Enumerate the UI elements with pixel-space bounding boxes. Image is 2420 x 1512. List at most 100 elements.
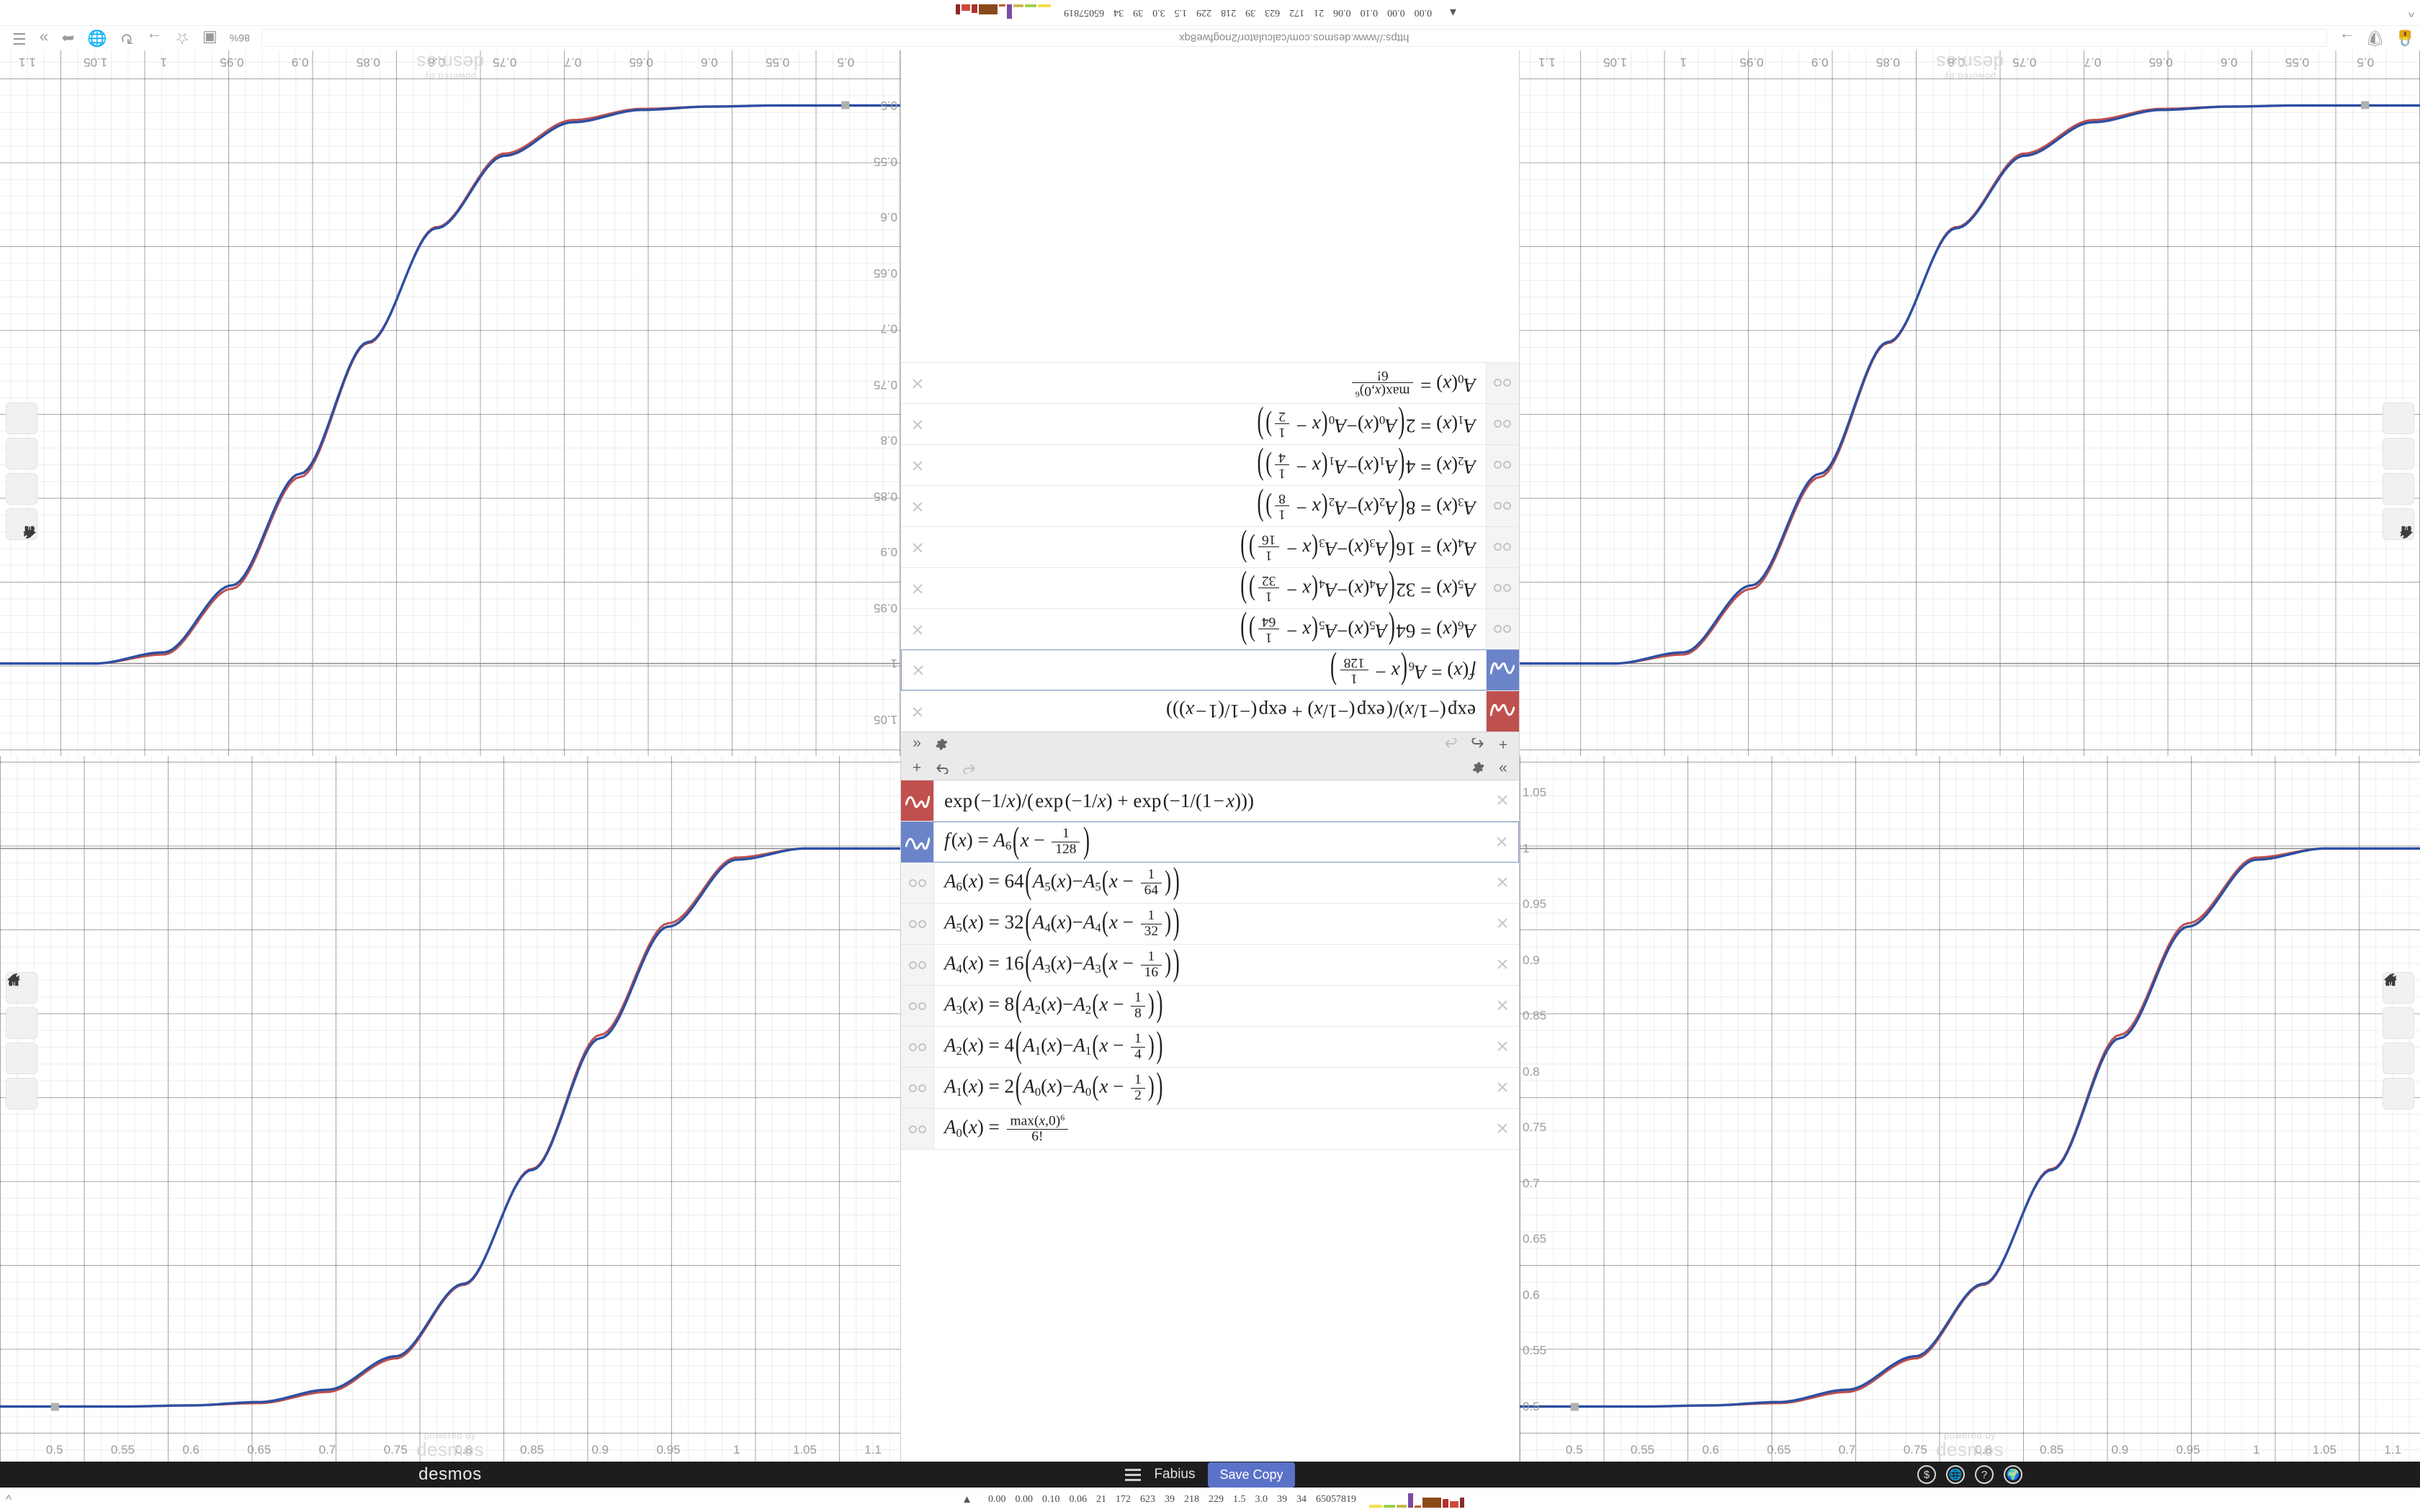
delete-expression-icon[interactable]: × [1496,1117,1509,1140]
collapse-chevron-icon[interactable]: ^ [2408,6,2414,20]
expression-visibility-toggle[interactable] [901,986,934,1026]
dollar-circle-icon[interactable]: $ [1917,1465,1936,1484]
share-icon[interactable]: ➦ [60,30,75,48]
expression-math[interactable]: A2(x) = 4(A1(x)−A1(x − 1 4)) [1257,446,1476,485]
expression-math[interactable]: f (x) = A6(x − 1 128) [1330,652,1476,690]
expression-row[interactable]: A5(x) = 32(A4(x)−A4(x − 1 32)) × [901,904,1519,945]
delete-expression-icon[interactable]: × [1496,870,1509,894]
question-circle-icon[interactable]: ? [1975,1465,1994,1484]
desmos-logo[interactable]: desmos [418,1464,482,1484]
expression-row[interactable]: A4(x) = 16(A3(x)−A3(x − 1 16)) × [901,945,1519,986]
zoom-out-button[interactable] [2383,979,2414,1074]
zoom-out-button[interactable] [6,438,37,533]
expression-row[interactable]: A0(x) = max(x,0)6 6! × [901,1109,1519,1150]
expression-math[interactable]: A4(x) = 16(A3(x)−A3(x − 1 16)) [1240,528,1476,567]
expression-visibility-toggle[interactable] [1486,691,1519,732]
address-bar[interactable]: https://www.desmos.com/calculator/2nogfw… [261,29,2327,48]
delete-expression-icon[interactable]: × [911,536,924,559]
lock-icon[interactable]: 🔒 [2395,30,2415,48]
wrench-icon[interactable] [6,973,37,1110]
expression-visibility-toggle[interactable] [1486,609,1519,649]
translate-icon[interactable]: ▣ [202,30,218,48]
wrench-icon[interactable] [2383,402,2414,539]
graph-title[interactable]: Fabius [1154,1467,1196,1482]
redo-arrow-icon[interactable] [960,760,977,777]
expression-math[interactable]: A1(x) = 2(A0(x)−A0(x − 1 2)) [944,1068,1163,1107]
graph-canvas-left[interactable]: 0.5 0.55 0.6 0.65 0.7 0.75 0.8 0.85 0.9 0.95 1 1.05… [1520,50,2420,756]
expression-math[interactable]: A1(x) = 2(A0(x)−A0(x − 1 2)) [1257,405,1476,444]
delete-expression-icon[interactable]: × [1496,912,1509,935]
delete-expression-icon[interactable]: × [1496,994,1509,1017]
expression-visibility-toggle[interactable] [901,945,934,985]
expression-visibility-toggle[interactable] [901,1109,934,1149]
delete-expression-icon[interactable]: × [911,700,924,724]
expression-row[interactable]: exp (−1/x)/( exp (−1/x) + exp (−1/(1 − x… [901,690,1519,732]
chevron-double-right-icon[interactable]: » [39,30,48,48]
wrench-icon[interactable] [2383,973,2414,1110]
add-expression-button[interactable]: + [912,759,922,776]
zoom-out-button[interactable] [2383,438,2414,533]
expression-math[interactable]: A2(x) = 4(A1(x)−A1(x − 1 4)) [944,1027,1163,1066]
gear-icon[interactable] [1469,760,1486,777]
expression-row[interactable]: A3(x) = 8(A2(x)−A2(x − 1 8)) × [901,485,1519,526]
expression-row[interactable]: A2(x) = 4(A1(x)−A1(x − 1 4)) × [901,444,1519,485]
expression-math[interactable]: exp (−1/x)/( exp (−1/x) + exp (−1/(1 − x… [944,789,1255,811]
delete-expression-icon[interactable]: × [1496,788,1509,812]
delete-expression-icon[interactable]: × [912,658,925,683]
expression-row[interactable]: A1(x) = 2(A0(x)−A0(x − 1 2)) × [901,403,1519,444]
expression-math[interactable]: exp (−1/x)/( exp (−1/x) + exp (−1/(1 − x… [1165,701,1476,723]
expression-visibility-toggle[interactable] [1486,363,1519,403]
forward-arrow-icon[interactable]: → [146,30,163,48]
zoom-in-button[interactable] [2383,473,2414,538]
delete-expression-icon[interactable]: × [911,495,924,518]
bookmark-star-icon[interactable]: ☆ [175,30,189,48]
expression-row[interactable]: A6(x) = 64(A5(x)−A5(x − 1 64)) × [901,863,1519,904]
expression-visibility-toggle[interactable] [1486,486,1519,526]
delete-expression-icon[interactable]: × [911,454,924,477]
expression-math[interactable]: A3(x) = 8(A2(x)−A2(x − 1 8)) [944,986,1163,1025]
undo-arrow-icon[interactable] [1469,736,1486,753]
gear-icon[interactable] [934,736,951,753]
expression-math[interactable]: A6(x) = 64(A5(x)−A5(x − 1 64)) [944,863,1180,901]
delete-expression-icon[interactable]: × [911,618,924,642]
collapse-chevron-icon[interactable]: ^ [6,1492,12,1506]
expression-math[interactable]: A6(x) = 64(A5(x)−A5(x − 1 64)) [1240,611,1476,649]
hamburger-menu-icon[interactable] [1125,1468,1142,1481]
graph-canvas-left[interactable]: 0.5 0.55 0.6 0.65 0.7 0.75 0.8 0.85 0.9 0.95 1 1.05… [0,756,900,1462]
hamburger-menu-icon[interactable]: ☰ [12,30,27,48]
zoom-in-button[interactable] [6,974,37,1039]
language-circle-icon[interactable]: 🌍 [2004,1465,2022,1484]
expression-math[interactable]: A3(x) = 8(A2(x)−A2(x − 1 8)) [1257,487,1476,526]
expression-row[interactable]: A6(x) = 64(A5(x)−A5(x − 1 64)) × [901,608,1519,649]
expression-row[interactable]: A4(x) = 16(A3(x)−A3(x − 1 16)) × [901,526,1519,567]
expression-visibility-toggle[interactable] [1486,527,1519,567]
globe-circle-icon[interactable]: 🌐 [1946,1465,1965,1484]
graph-canvas-right[interactable]: 0.5 0.55 0.6 0.65 0.7 0.75 0.8 0.85 0.9 0.95 1 1.05… [0,50,900,756]
delete-expression-icon[interactable]: × [911,372,924,395]
delete-expression-icon[interactable]: × [911,577,924,600]
expression-visibility-toggle[interactable] [1486,445,1519,485]
expression-row[interactable]: exp (−1/x)/( exp (−1/x) + exp (−1/(1 − x… [901,780,1519,822]
zoom-in-button[interactable] [6,473,37,538]
reload-icon[interactable]: ↻ [120,30,134,48]
delete-expression-icon[interactable]: × [1496,1035,1509,1058]
expression-math[interactable]: A5(x) = 32(A4(x)−A4(x − 1 32)) [944,904,1180,942]
expression-visibility-toggle[interactable] [1486,568,1519,608]
expression-visibility-toggle[interactable] [901,1027,934,1067]
expression-visibility-toggle[interactable] [1486,404,1519,444]
expression-row[interactable]: f (x) = A6(x − 1 128) × [901,649,1519,690]
expression-row[interactable]: A0(x) = max(x,0)6 6! × [901,362,1519,403]
shield-icon[interactable]: 🛡 [2365,30,2385,48]
zoom-out-button[interactable] [6,979,37,1074]
arrow-right-icon[interactable]: → [2339,30,2355,48]
delete-expression-icon[interactable]: × [1495,829,1508,854]
zoom-in-button[interactable] [2383,974,2414,1039]
expression-visibility-toggle[interactable] [1486,650,1519,690]
zoom-level-label[interactable]: 86% [229,32,250,44]
status-expand-chevron[interactable]: ▲ [1448,6,1458,19]
expression-visibility-toggle[interactable] [901,822,934,862]
status-expand-chevron[interactable]: ▲ [962,1493,972,1506]
redo-arrow-icon[interactable] [1443,736,1460,753]
expression-visibility-toggle[interactable] [901,904,934,944]
expression-row[interactable]: A3(x) = 8(A2(x)−A2(x − 1 8)) × [901,986,1519,1027]
